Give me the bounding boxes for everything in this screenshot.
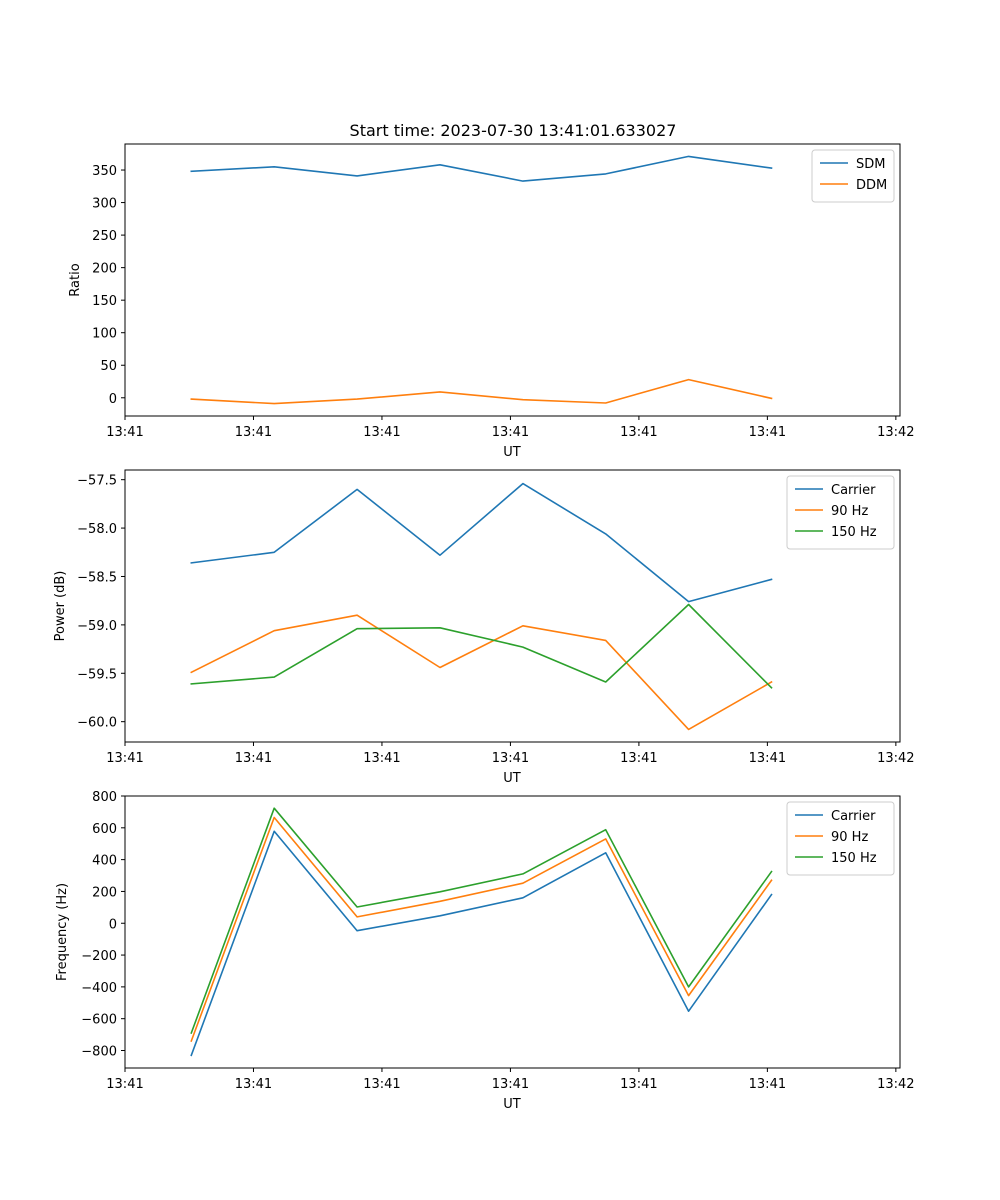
ratio-panel-legend-label-sdm: SDM (856, 157, 885, 172)
frequency-panel-xtick-label: 13:41 (106, 1077, 143, 1092)
ratio-panel: UT Ratio 13:41 13:41 13:41 13:41 13:41 13:41 1… (68, 143, 915, 460)
frequency-panel-ytick-label: 600 (92, 822, 117, 837)
frequency-panel-xtick-label: 13:41 (749, 1077, 786, 1092)
ratio-panel-series-sdm-line (190, 155, 773, 182)
power-panel-ytick-label: −57.5 (77, 474, 117, 489)
frequency-panel-xtick-label: 13:41 (363, 1077, 400, 1092)
power-panel-ylabel: Power (dB) (53, 571, 68, 642)
power-panel-xtick-label: 13:41 (235, 751, 272, 766)
frequency-panel-ytick-label: −200 (81, 949, 117, 964)
power-panel-ytick-label: −58.5 (77, 570, 117, 585)
ratio-panel-xtick-label: 13:41 (749, 425, 786, 440)
frequency-panel-xtick-label: 13:41 (620, 1077, 657, 1092)
ratio-panel-xlabel: UT (503, 445, 521, 460)
frequency-panel-series-carrier-line (190, 830, 773, 1057)
ratio-panel-xtick-label: 13:41 (620, 425, 657, 440)
frequency-panel-legend-label-carrier: Carrier (831, 809, 876, 824)
power-panel-legend-label-90-hz: 90 Hz (831, 504, 868, 519)
figure-title: Start time: 2023-07-30 13:41:01.633027 (350, 121, 677, 140)
power-panel-xtick-label: 13:41 (106, 751, 143, 766)
frequency-panel-series-150-hz-line (190, 807, 773, 1035)
power-panel: UT Power (dB) 13:41 13:41 13:41 13:41 13:41 1… (53, 469, 915, 786)
frequency-panel-ytick-label: 0 (109, 917, 117, 932)
power-panel-xlabel: UT (503, 771, 521, 786)
frequency-panel-ytick-label: 200 (92, 885, 117, 900)
power-panel-series-90-hz-line (190, 614, 773, 731)
power-panel-xtick-label: 13:41 (363, 751, 400, 766)
frequency-panel-xlabel: UT (503, 1097, 521, 1112)
frequency-panel: UT Frequency (Hz) 13:41 13:41 13:41 13:41 13… (55, 790, 915, 1112)
power-panel-legend-label-carrier: Carrier (831, 483, 876, 498)
power-panel-series-150-hz-line (190, 603, 773, 689)
power-panel-xtick-label: 13:41 (749, 751, 786, 766)
power-panel-legend-label-150-hz: 150 Hz (831, 525, 877, 540)
ratio-panel-xtick-label: 13:41 (363, 425, 400, 440)
power-panel-axes-frame (124, 469, 901, 743)
ratio-panel-ytick-label: 100 (92, 327, 117, 342)
ratio-panel-xtick-label: 13:41 (235, 425, 272, 440)
frequency-panel-ytick-label: −600 (81, 1013, 117, 1028)
ratio-panel-ytick-label: 350 (92, 164, 117, 179)
power-panel-ytick-label: −58.0 (77, 522, 117, 537)
ratio-panel-xtick-label: 13:42 (877, 425, 914, 440)
frequency-panel-xtick-label: 13:41 (492, 1077, 529, 1092)
ratio-panel-xtick-label: 13:41 (106, 425, 143, 440)
power-panel-xtick-label: 13:41 (492, 751, 529, 766)
frequency-panel-xtick-label: 13:41 (235, 1077, 272, 1092)
power-panel-xtick-label: 13:42 (877, 751, 914, 766)
ratio-panel-axes-frame (124, 143, 901, 417)
ratio-panel-ylabel: Ratio (68, 263, 83, 296)
ratio-panel-ytick-label: 0 (109, 392, 117, 407)
frequency-panel-axes-frame (124, 795, 901, 1069)
frequency-panel-legend-label-150-hz: 150 Hz (831, 851, 877, 866)
power-panel-xtick-label: 13:41 (620, 751, 657, 766)
ratio-panel-ytick-label: 50 (100, 359, 117, 374)
power-panel-ytick-label: −59.5 (77, 667, 117, 682)
ratio-panel-series-ddm-line (190, 378, 773, 405)
ratio-panel-ytick-label: 150 (92, 294, 117, 309)
frequency-panel-ytick-label: 400 (92, 854, 117, 869)
frequency-panel-series-90-hz-line (190, 816, 773, 1043)
ratio-panel-xtick-label: 13:41 (492, 425, 529, 440)
frequency-panel-ytick-label: −800 (81, 1045, 117, 1060)
power-panel-ytick-label: −60.0 (77, 716, 117, 731)
ratio-panel-legend-label-ddm: DDM (856, 178, 887, 193)
ratio-panel-ytick-label: 300 (92, 197, 117, 212)
frequency-panel-ytick-label: 800 (92, 790, 117, 805)
power-panel-series-carrier-line (190, 482, 773, 603)
frequency-panel-xtick-label: 13:42 (877, 1077, 914, 1092)
frequency-panel-legend-label-90-hz: 90 Hz (831, 830, 868, 845)
ratio-panel-ytick-label: 250 (92, 229, 117, 244)
frequency-panel-ytick-label: −400 (81, 981, 117, 996)
ratio-panel-ytick-label: 200 (92, 262, 117, 277)
frequency-panel-ylabel: Frequency (Hz) (55, 883, 70, 981)
power-panel-ytick-label: −59.0 (77, 619, 117, 634)
